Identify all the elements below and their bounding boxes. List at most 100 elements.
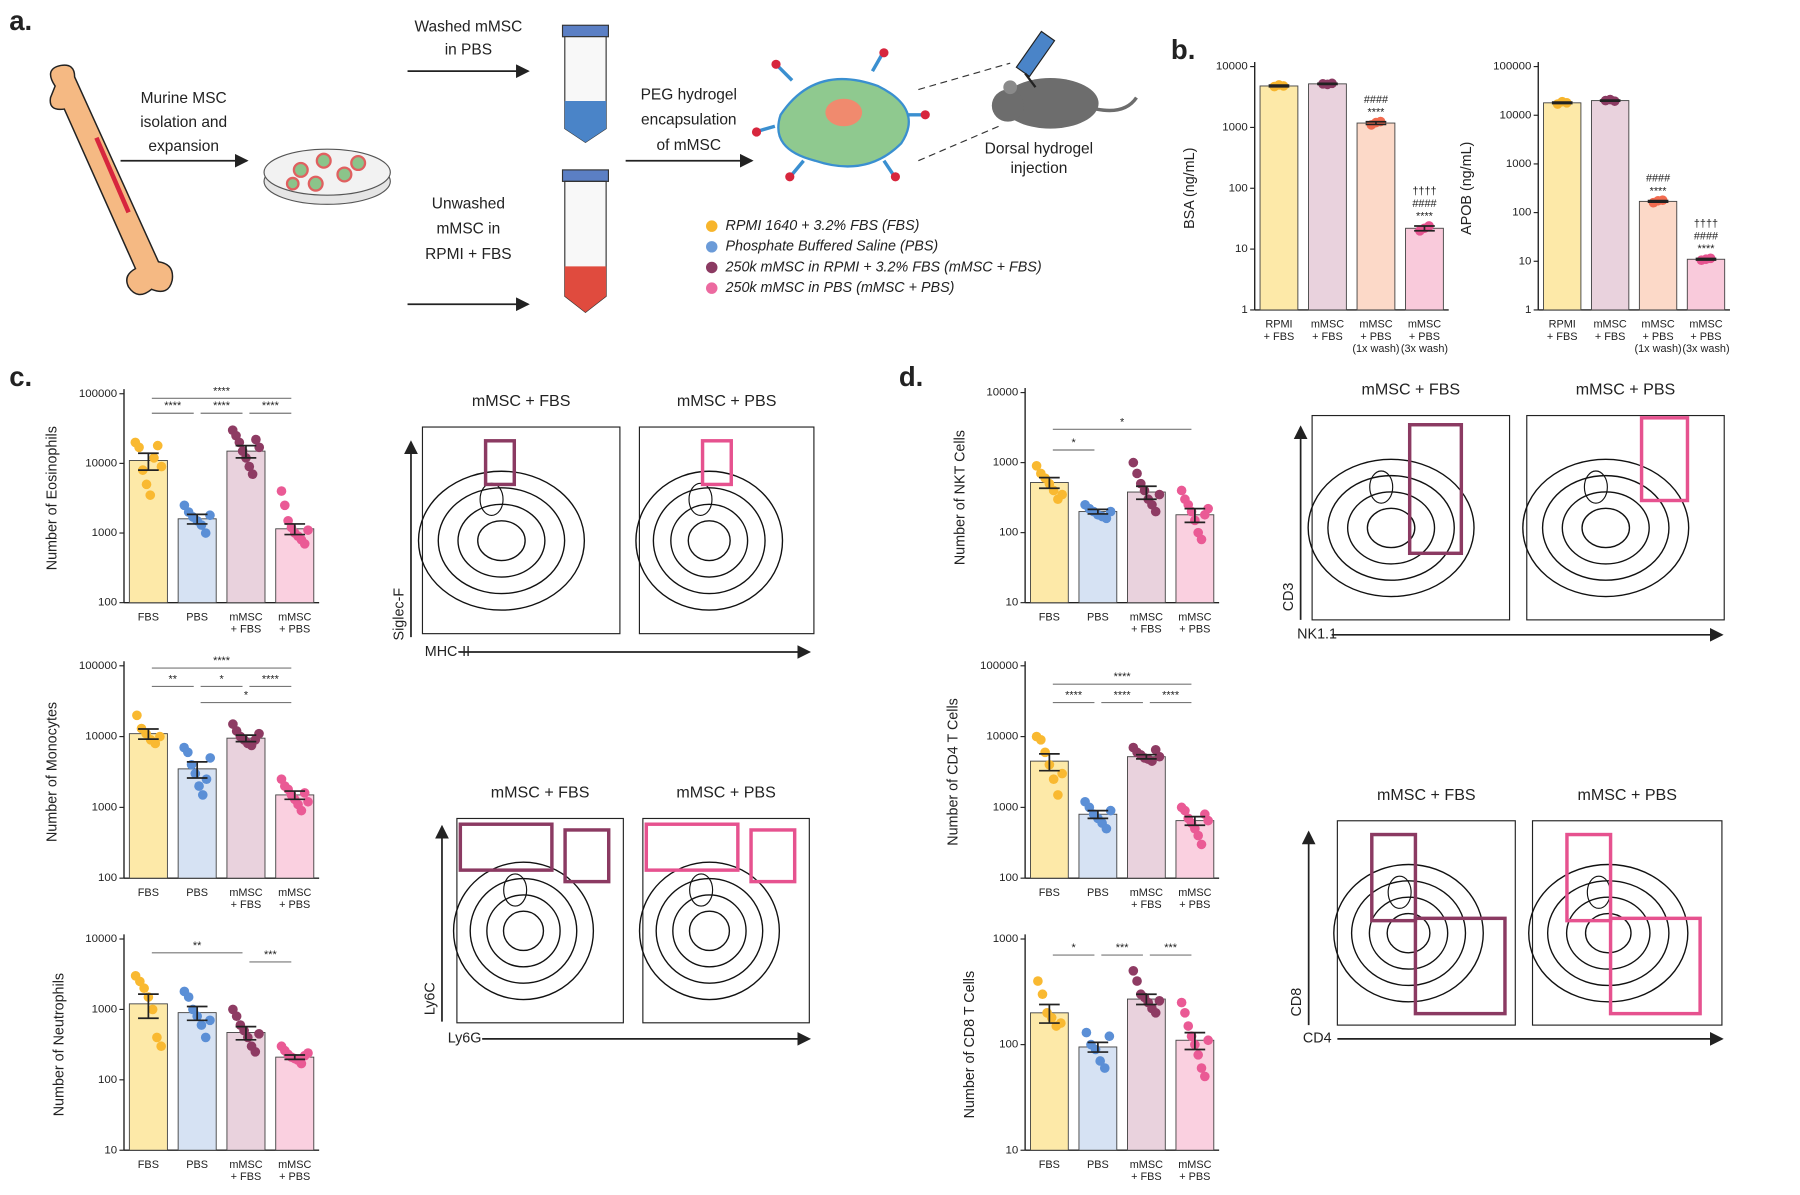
significance-label: **** <box>213 385 231 397</box>
error-bar <box>1136 993 1157 1006</box>
y-axis-label: Number of CD4 T Cells <box>946 698 962 846</box>
data-point <box>1046 1012 1057 1023</box>
contour <box>477 520 526 562</box>
y-axis-label: Number of Monocytes <box>45 702 61 842</box>
x-tick-label: mMSC <box>1130 887 1163 899</box>
gate <box>1639 416 1690 503</box>
annotation: **** <box>1367 106 1385 118</box>
error-bar <box>1184 507 1206 524</box>
schematic-label: expansion <box>148 138 219 155</box>
gate <box>1565 832 1613 923</box>
x-tick-label: mMSC <box>1178 887 1211 899</box>
contour <box>1561 491 1650 565</box>
contour <box>417 470 586 611</box>
x-tick-label: + FBS <box>1264 331 1295 343</box>
flow-xlabel: Ly6G <box>448 1031 482 1047</box>
x-tick-label: + FBS <box>231 899 262 911</box>
significance-label: ** <box>169 673 178 685</box>
data-point <box>194 781 204 791</box>
bar <box>1356 122 1396 311</box>
annotation: **** <box>1416 211 1434 223</box>
x-tick-label: mMSC <box>278 1159 311 1171</box>
y-tick-label: 100000 <box>1493 61 1531 73</box>
x-tick-label: (1x wash) <box>1634 343 1681 355</box>
data-point <box>1040 747 1050 758</box>
x-tick-label: mMSC <box>1689 319 1722 331</box>
data-point <box>1128 965 1139 976</box>
bar <box>1030 1012 1069 1151</box>
data-point <box>254 442 265 453</box>
schematic-label: Unwashed <box>432 195 505 212</box>
data-point <box>1031 461 1042 471</box>
contour <box>437 487 566 595</box>
legend-label: 250k mMSC in RPMI + 3.2% FBS (mMSC + FBS… <box>725 259 1042 275</box>
flow-ylabel: CD8 <box>1289 988 1305 1017</box>
schematic-label: PEG hydrogel <box>641 86 737 103</box>
schematic-label: of mMSC <box>657 137 722 154</box>
tube-unwashed <box>561 169 609 313</box>
contour <box>1583 470 1608 504</box>
data-point <box>1048 774 1059 785</box>
data-point <box>1056 1018 1066 1028</box>
x-tick-label: + PBS <box>1179 1171 1210 1183</box>
bar <box>226 1032 266 1151</box>
x-tick-label: mMSC <box>1359 319 1392 331</box>
data-point <box>1193 830 1204 841</box>
dash <box>918 62 1011 91</box>
x-tick-label: mMSC <box>1408 319 1441 331</box>
y-tick-label: 1000 <box>1506 158 1532 170</box>
legend-label: 250k mMSC in PBS (mMSC + PBS) <box>725 280 955 296</box>
y-tick-label: 100000 <box>79 660 117 672</box>
data-point <box>152 440 163 451</box>
data-point <box>1057 489 1067 500</box>
x-tick-label: mMSC <box>1178 611 1211 623</box>
data-point <box>183 747 193 758</box>
contour <box>457 503 546 578</box>
error-bar <box>1317 82 1338 86</box>
x-tick-label: (1x wash) <box>1352 343 1399 355</box>
significance-label: **** <box>1114 671 1132 683</box>
data-point <box>243 1032 253 1043</box>
x-tick-label: FBS <box>1039 1159 1060 1171</box>
data-point <box>1095 1056 1105 1066</box>
data-point <box>200 528 211 538</box>
contour <box>638 861 781 1001</box>
x-tick-label: + PBS <box>1179 899 1210 911</box>
annotation: #### <box>1412 198 1436 210</box>
bar <box>1543 102 1582 311</box>
significance-label: **** <box>262 673 280 685</box>
x-tick-label: mMSC <box>278 887 311 899</box>
data-point <box>1180 805 1190 816</box>
legend-dot <box>705 282 718 294</box>
x-tick-label: mMSC <box>229 1159 262 1171</box>
error-bar <box>138 452 159 471</box>
bar <box>226 450 266 604</box>
y-tick-label: 10000 <box>986 731 1018 743</box>
data-point <box>1203 815 1213 826</box>
y-axis-label: Number of CD8 T Cells <box>962 971 978 1119</box>
contour <box>503 873 528 907</box>
significance-label: **** <box>213 400 231 412</box>
data-point <box>1203 503 1213 514</box>
hydrogel <box>751 48 930 182</box>
x-tick-label: PBS <box>186 611 208 623</box>
data-point <box>1099 1063 1110 1073</box>
x-tick-label: + PBS <box>279 1171 310 1183</box>
flow-ylabel: Siglec-F <box>391 588 407 641</box>
x-tick-label: + FBS <box>231 624 262 636</box>
data-point <box>244 461 255 472</box>
data-point <box>1196 839 1207 850</box>
contour <box>1565 896 1651 970</box>
data-point <box>1154 489 1165 500</box>
data-point <box>247 469 258 479</box>
x-tick-label: + FBS <box>1131 899 1162 911</box>
error-bar <box>1087 508 1109 515</box>
data-point <box>1196 534 1207 545</box>
data-point <box>254 1029 264 1039</box>
bar <box>177 518 217 604</box>
contour <box>688 482 713 516</box>
flow-title: mMSC + PBS <box>1577 786 1677 804</box>
error-bar <box>1365 120 1387 126</box>
data-point <box>205 510 215 521</box>
contour <box>1366 507 1416 549</box>
